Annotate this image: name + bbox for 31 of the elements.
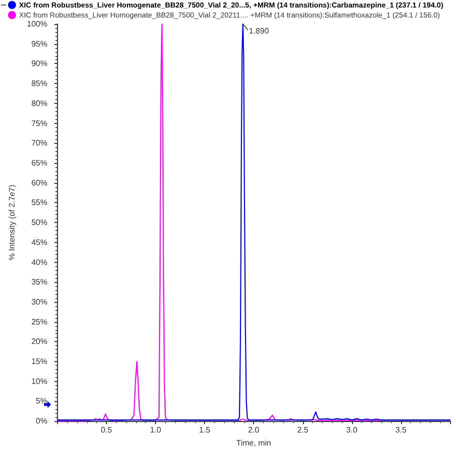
y-tick-label: 95%	[31, 39, 48, 48]
y-tick-label: 75%	[31, 118, 48, 128]
x-tick-label: 3.0	[346, 426, 358, 435]
y-tick-label: 10%	[31, 376, 48, 386]
y-tick-label: 100%	[26, 20, 48, 28]
y-tick-label: 15%	[31, 357, 48, 366]
x-tick-label: 1.0	[150, 426, 162, 435]
y-tick-label: 85%	[31, 79, 48, 88]
y-tick-label: 20%	[31, 337, 48, 346]
y-tick-label: 25%	[31, 317, 48, 326]
x-tick-label: 0.5	[100, 426, 113, 435]
y-tick-label: 35%	[31, 278, 48, 287]
y-tick-label: 70%	[31, 138, 48, 148]
y-tick-label: 45%	[31, 238, 48, 247]
x-axis-title: Time, min	[236, 438, 272, 448]
x-tick-label: 3.5	[395, 426, 408, 435]
x-tick-label: 2.0	[248, 426, 260, 435]
y-tick-label: 55%	[31, 198, 48, 208]
annotation: 1.890	[248, 26, 270, 36]
y-tick-label: 50%	[31, 218, 48, 228]
y-tick-label: 30%	[31, 297, 48, 306]
y-tick-label: 60%	[31, 178, 48, 188]
y-tick-label: 40%	[31, 258, 48, 267]
y-axis-title: % Intensity (of 2.7e7)	[8, 184, 16, 260]
y-tick-label: 90%	[31, 59, 48, 68]
y-tick-label: 65%	[31, 158, 48, 168]
y-tick-label: 5%	[36, 396, 48, 406]
y-tick-label: 80%	[31, 98, 48, 108]
x-tick-label: 2.5	[297, 426, 309, 435]
y-tick-label: 0%	[36, 416, 48, 426]
x-tick-label: 1.5	[199, 426, 211, 435]
